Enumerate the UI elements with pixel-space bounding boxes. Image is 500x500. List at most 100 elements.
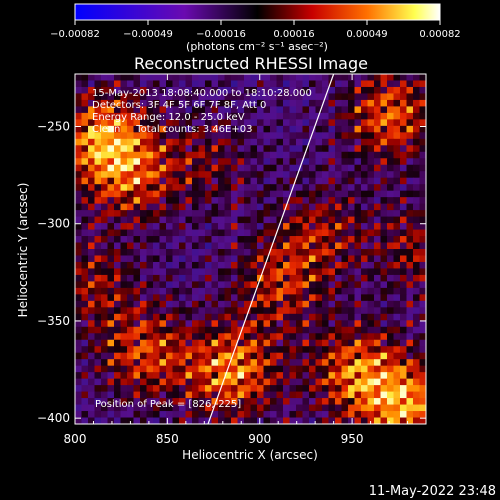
heatmap-cell (198, 99, 206, 108)
heatmap-cell (257, 216, 265, 224)
heatmap-cell (166, 210, 174, 218)
heatmap-cell (101, 171, 109, 179)
heatmap-cell (81, 346, 89, 354)
heatmap-cell (153, 249, 161, 257)
heatmap-cell (419, 210, 426, 218)
heatmap-cell (354, 99, 362, 108)
heatmap-cell (81, 210, 89, 218)
heatmap-cell (231, 242, 239, 250)
heatmap-cell (413, 74, 421, 82)
heatmap-cell (367, 223, 375, 231)
heatmap-cell (309, 300, 317, 308)
heatmap-cell (393, 242, 401, 250)
heatmap-cell (94, 268, 102, 276)
heatmap-cell (244, 339, 252, 347)
heatmap-cell (361, 86, 369, 95)
heatmap-cell (413, 346, 421, 354)
heatmap-cell (140, 255, 148, 263)
heatmap-cell (419, 164, 426, 172)
heatmap-cell (387, 287, 395, 295)
heatmap-cell (114, 281, 122, 289)
heatmap-cell (335, 300, 343, 308)
heatmap-cell (237, 359, 245, 367)
heatmap-cell (198, 268, 206, 276)
heatmap-cell (309, 274, 317, 283)
heatmap-cell (289, 333, 297, 341)
heatmap-cell (153, 177, 161, 185)
heatmap-cell (192, 274, 200, 283)
heatmap-cell (419, 274, 426, 283)
heatmap-cell (114, 307, 122, 315)
heatmap-cell (328, 203, 336, 211)
heatmap-cell (393, 268, 401, 276)
heatmap-cell (140, 223, 148, 231)
heatmap-cell (296, 333, 304, 341)
heatmap-cell (361, 385, 369, 393)
heatmap-cell (75, 313, 83, 321)
heatmap-cell (75, 307, 83, 315)
heatmap-cell (198, 352, 206, 360)
heatmap-cell (413, 294, 421, 302)
heatmap-cell (94, 106, 102, 114)
heatmap-cell (205, 352, 213, 360)
heatmap-cell (205, 229, 213, 237)
heatmap-cell (198, 177, 206, 185)
heatmap-cell (205, 132, 213, 140)
heatmap-cell (257, 359, 265, 367)
heatmap-cell (367, 145, 375, 153)
heatmap-cell (270, 372, 278, 380)
heatmap-cell (322, 391, 330, 399)
heatmap-cell (315, 171, 323, 179)
heatmap-cell (231, 307, 239, 315)
heatmap-cell (387, 372, 395, 380)
heatmap-cell (393, 223, 401, 231)
heatmap-cell (263, 274, 271, 283)
heatmap-cell (335, 281, 343, 289)
heatmap-cell (198, 365, 206, 373)
heatmap-cell (231, 229, 239, 237)
heatmap-cell (393, 125, 401, 133)
heatmap-cell (231, 281, 239, 289)
heatmap-cell (315, 294, 323, 302)
heatmap-cell (244, 359, 252, 367)
heatmap-cell (361, 145, 369, 153)
heatmap-cell (244, 80, 252, 88)
heatmap-cell (127, 171, 135, 179)
heatmap-cell (322, 151, 330, 159)
heatmap-cell (159, 307, 167, 315)
heatmap-cell (276, 86, 284, 95)
heatmap-cell (250, 93, 258, 101)
heatmap-cell (283, 242, 291, 250)
heatmap-cell (406, 229, 414, 237)
heatmap-cell (322, 132, 330, 140)
heatmap-cell (81, 378, 89, 386)
heatmap-cell (107, 210, 115, 218)
heatmap-cell (185, 229, 193, 237)
heatmap-cell (153, 359, 161, 367)
heatmap-cell (400, 307, 408, 315)
colorbar-tick-label: 0.00016 (273, 29, 314, 40)
heatmap-cell (309, 372, 317, 380)
heatmap-cell (127, 119, 135, 127)
heatmap-cell (166, 411, 174, 419)
heatmap-cell (166, 112, 174, 120)
heatmap-cell (380, 261, 388, 270)
heatmap-cell (146, 281, 154, 289)
heatmap-cell (335, 125, 343, 133)
heatmap-cell (244, 326, 252, 334)
heatmap-cell (81, 74, 89, 82)
heatmap-cell (114, 339, 122, 347)
heatmap-cell (315, 339, 323, 347)
heatmap-cell (107, 99, 115, 108)
heatmap-cell (400, 74, 408, 82)
heatmap-cell (211, 320, 219, 328)
heatmap-cell (328, 164, 336, 172)
heatmap-cell (296, 411, 304, 419)
heatmap-cell (218, 99, 226, 108)
heatmap-cell (88, 300, 96, 308)
heatmap-cell (250, 242, 258, 250)
heatmap-cell (400, 326, 408, 334)
heatmap-cell (309, 365, 317, 373)
heatmap-cell (198, 80, 206, 88)
heatmap-cell (335, 229, 343, 237)
